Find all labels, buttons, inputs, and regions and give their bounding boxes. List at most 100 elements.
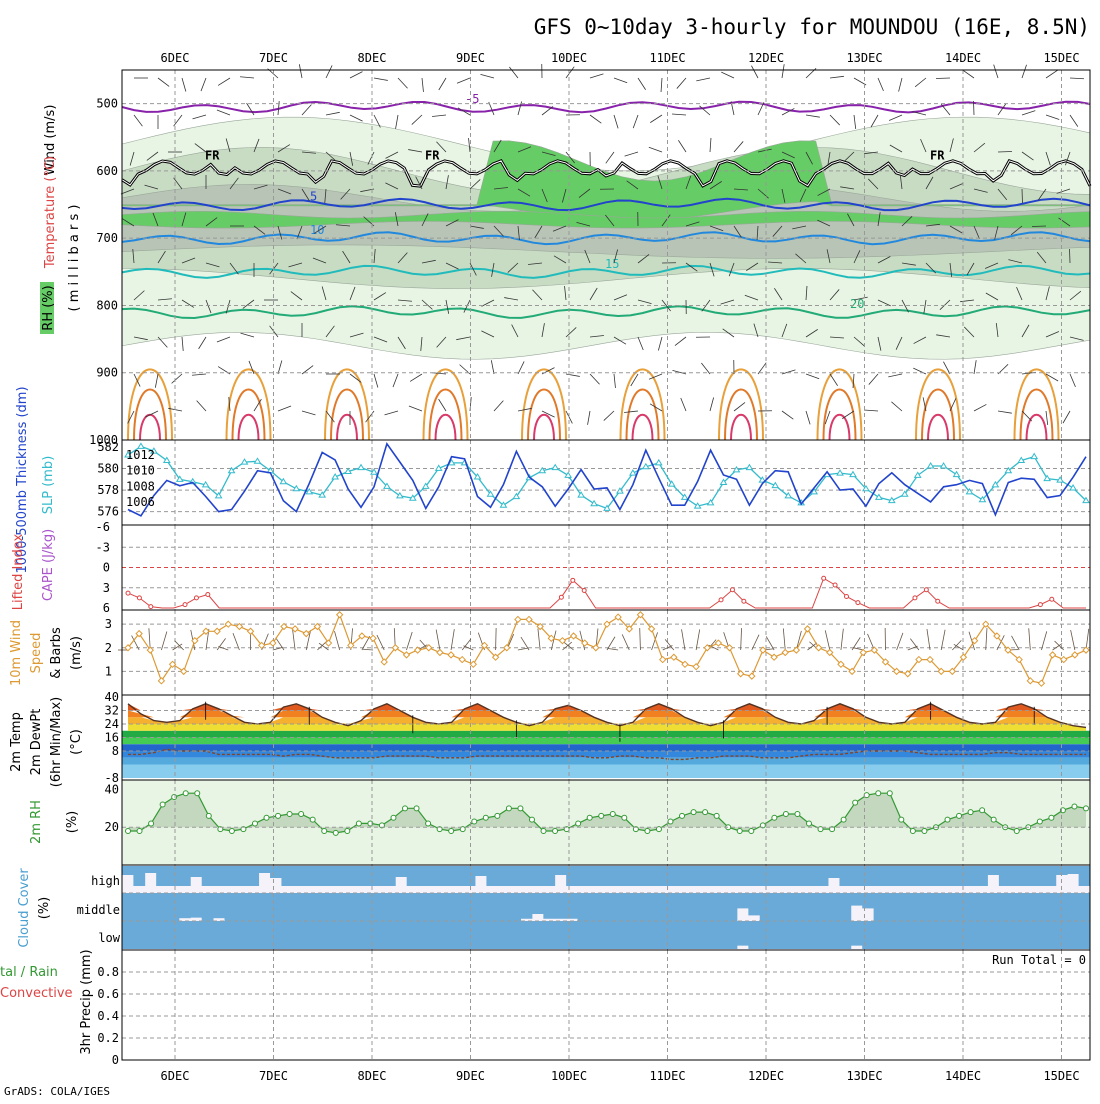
isotherm-label: 15 [605,257,619,271]
lifted-index-point [856,601,860,605]
cloud-bar [145,893,157,921]
rh2m-point [783,812,788,817]
axis-tick-label: 2 [105,641,112,655]
cloud-bar [1033,893,1045,921]
cloud-bar [168,866,180,886]
cloud-bar [1022,893,1034,921]
cloud-bar [566,866,578,886]
freezing-level-label: FR [930,149,945,163]
cloud-bar [464,921,476,949]
cloud-bar [976,921,988,949]
temp-band [122,731,1090,738]
lifted-index-point [206,593,210,597]
cloud-bar [748,893,760,915]
cloud-bar [224,893,236,921]
cloud-bar [202,866,214,886]
cloud-bar [145,921,157,949]
cloud-bar [486,921,498,949]
rh2m-point [576,821,581,826]
cloud-bar [395,921,407,949]
rh2m-point [483,815,488,820]
cloud-bar [304,866,316,886]
axis-tick-label: 576 [97,505,119,519]
cloud-bar [281,921,293,949]
cloud-bar [1010,866,1022,886]
cloud-bar [452,893,464,921]
cloud-bar [908,893,920,921]
lifted-index-point [730,588,734,592]
cloud-bar [179,866,191,886]
rh2m-point [333,830,338,835]
rh2m-point [206,813,211,818]
cloud-bar [726,893,738,921]
temp-band [122,744,1090,751]
axis-tick-label: 578 [97,483,119,497]
cloud-bar [680,893,692,921]
cloud-bar [190,893,202,918]
cloud-bar [133,921,145,949]
cloud-bar [338,921,350,949]
cloud-bar [224,866,236,886]
cloud-bar [384,893,396,921]
run-total-label: Run Total = 0 [992,953,1086,967]
cloud-bar [1079,921,1091,949]
rh2m-point [887,791,892,796]
cloud-bar [600,921,612,949]
cloud-bar [509,893,521,921]
top-date-label: 13DEC [846,51,882,65]
cloud-bar [543,893,555,919]
cloud-bar [885,921,897,949]
temp2m-label: 2m Temp [9,712,24,772]
cloud-bar [1022,921,1034,949]
axis-tick-label: 700 [96,231,118,245]
cloud-bar [190,921,202,949]
lifted-index-point [183,603,187,607]
lifted-index-point [924,588,928,592]
cloud-bar [498,893,510,921]
cloud-bar [714,921,726,949]
cloud-bar [942,893,954,921]
convective-label: Convective [0,986,73,1001]
lifted-index-point [719,598,723,602]
rh2m-point [506,806,511,811]
rh2m-point [322,829,327,834]
axis-tick-label: 582 [97,440,119,454]
bottom-date-label: 8DEC [358,1069,387,1083]
rh2m-point [414,806,419,811]
cloud-bar [168,893,180,921]
rh2m-point [553,829,558,834]
cloud-bar [179,893,191,918]
cloud-bar [327,893,339,921]
isotherm-label: 10 [310,223,324,237]
axis-tick-label: 40 [105,690,119,704]
cloud-bar [1022,866,1034,886]
cloud-bar [1079,893,1091,921]
cloud-bar [805,893,817,921]
cloud-bar [942,866,954,886]
cloud-bar [783,893,795,921]
temperature-label: Temperature (°C) [43,156,58,269]
cloud-bar [304,893,316,921]
rh2m-point [749,829,754,834]
rh2m-point [426,821,431,826]
cloud-bar [896,921,908,949]
rh2m-point [264,815,269,820]
cloud-bar [122,893,134,921]
top-date-label: 9DEC [456,51,485,65]
lifted-index-point [137,596,141,600]
rh2m-point [126,829,131,834]
bottom-date-label: 14DEC [945,1069,981,1083]
cloud-bar [361,921,373,949]
cloud-bar [338,866,350,886]
cloud-bar [578,866,590,886]
cloud-bar [623,866,635,886]
top-date-label: 6DEC [161,51,190,65]
temp-band [122,765,1090,779]
rh2m-point [1037,819,1042,824]
rh2m-point [403,806,408,811]
axis-tick-label: 3 [103,581,110,595]
cloud-bar [521,866,533,886]
cloud-bar [634,893,646,921]
